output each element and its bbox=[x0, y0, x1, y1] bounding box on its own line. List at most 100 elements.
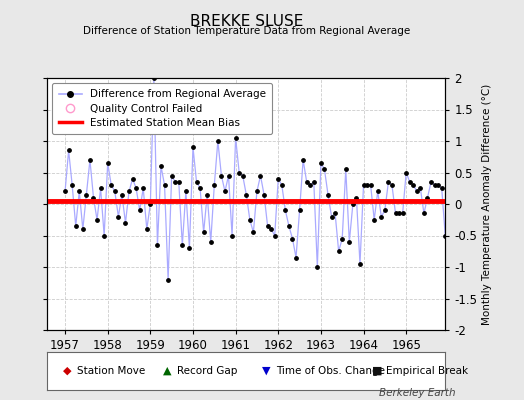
Point bbox=[398, 210, 407, 217]
Point bbox=[274, 176, 282, 182]
Text: ◆: ◆ bbox=[63, 366, 72, 376]
Point bbox=[64, 147, 73, 154]
Point bbox=[292, 254, 300, 261]
Point bbox=[118, 191, 126, 198]
Point bbox=[374, 188, 382, 195]
Point bbox=[164, 276, 172, 283]
Point bbox=[328, 214, 336, 220]
Point bbox=[438, 185, 446, 192]
Point bbox=[306, 182, 314, 188]
Point bbox=[345, 238, 354, 245]
Point bbox=[409, 182, 418, 188]
Point bbox=[100, 232, 108, 239]
Point bbox=[96, 185, 105, 192]
Text: ▲: ▲ bbox=[162, 366, 171, 376]
Point bbox=[348, 201, 357, 207]
Text: Record Gap: Record Gap bbox=[177, 366, 237, 376]
Point bbox=[264, 223, 272, 229]
Point bbox=[150, 75, 158, 81]
Point bbox=[249, 229, 258, 236]
Point bbox=[434, 182, 442, 188]
Point bbox=[128, 176, 137, 182]
Point bbox=[267, 226, 275, 232]
Point bbox=[235, 169, 243, 176]
Point bbox=[366, 182, 375, 188]
Point bbox=[157, 163, 165, 170]
Point bbox=[153, 242, 161, 248]
Point bbox=[232, 135, 240, 141]
Point bbox=[228, 232, 236, 239]
Point bbox=[324, 191, 332, 198]
Point bbox=[278, 182, 286, 188]
Point bbox=[380, 207, 389, 214]
Point bbox=[238, 172, 247, 179]
Point bbox=[356, 261, 364, 267]
Point bbox=[200, 229, 208, 236]
Point bbox=[143, 226, 151, 232]
Point bbox=[196, 185, 204, 192]
Text: Berkeley Earth: Berkeley Earth bbox=[379, 388, 456, 398]
Point bbox=[359, 182, 368, 188]
Text: Difference of Station Temperature Data from Regional Average: Difference of Station Temperature Data f… bbox=[83, 26, 410, 36]
Point bbox=[388, 182, 396, 188]
Point bbox=[168, 172, 176, 179]
Point bbox=[402, 169, 410, 176]
Point bbox=[430, 182, 439, 188]
Point bbox=[146, 201, 155, 207]
Point bbox=[132, 185, 140, 192]
Point bbox=[288, 236, 297, 242]
Text: ■: ■ bbox=[372, 366, 382, 376]
Point bbox=[313, 264, 322, 270]
Point bbox=[412, 188, 421, 195]
Point bbox=[302, 179, 311, 185]
Point bbox=[68, 182, 77, 188]
Point bbox=[75, 188, 83, 195]
Point bbox=[384, 179, 392, 185]
Point bbox=[285, 223, 293, 229]
Point bbox=[420, 210, 428, 217]
Point bbox=[217, 172, 226, 179]
Text: ▼: ▼ bbox=[262, 366, 271, 376]
Point bbox=[320, 166, 329, 172]
Point bbox=[111, 188, 119, 195]
Point bbox=[206, 238, 215, 245]
Point bbox=[104, 160, 112, 166]
Point bbox=[174, 179, 183, 185]
Point bbox=[281, 207, 290, 214]
Point bbox=[72, 223, 80, 229]
Point bbox=[61, 188, 69, 195]
Point bbox=[256, 172, 265, 179]
Point bbox=[391, 210, 400, 217]
Point bbox=[253, 188, 261, 195]
Point bbox=[377, 214, 386, 220]
Point bbox=[342, 166, 350, 172]
Point bbox=[260, 191, 268, 198]
Point bbox=[246, 216, 254, 223]
Point bbox=[416, 185, 424, 192]
Text: Empirical Break: Empirical Break bbox=[386, 366, 468, 376]
Point bbox=[185, 245, 194, 251]
Point bbox=[203, 191, 211, 198]
Point bbox=[189, 144, 197, 150]
Point bbox=[296, 207, 304, 214]
Point bbox=[224, 172, 233, 179]
Point bbox=[160, 182, 169, 188]
Point bbox=[210, 182, 219, 188]
Point bbox=[310, 179, 318, 185]
Point bbox=[79, 226, 87, 232]
Point bbox=[89, 194, 97, 201]
Point bbox=[221, 188, 229, 195]
Point bbox=[136, 207, 144, 214]
Point bbox=[86, 157, 94, 163]
Point bbox=[214, 138, 222, 144]
Y-axis label: Monthly Temperature Anomaly Difference (°C): Monthly Temperature Anomaly Difference (… bbox=[482, 83, 492, 325]
Point bbox=[363, 182, 372, 188]
Point bbox=[299, 157, 307, 163]
Point bbox=[331, 210, 340, 217]
Point bbox=[427, 179, 435, 185]
Point bbox=[82, 191, 91, 198]
Point bbox=[441, 232, 450, 239]
Point bbox=[270, 232, 279, 239]
Point bbox=[338, 236, 346, 242]
Legend: Difference from Regional Average, Quality Control Failed, Estimated Station Mean: Difference from Regional Average, Qualit… bbox=[52, 83, 272, 134]
